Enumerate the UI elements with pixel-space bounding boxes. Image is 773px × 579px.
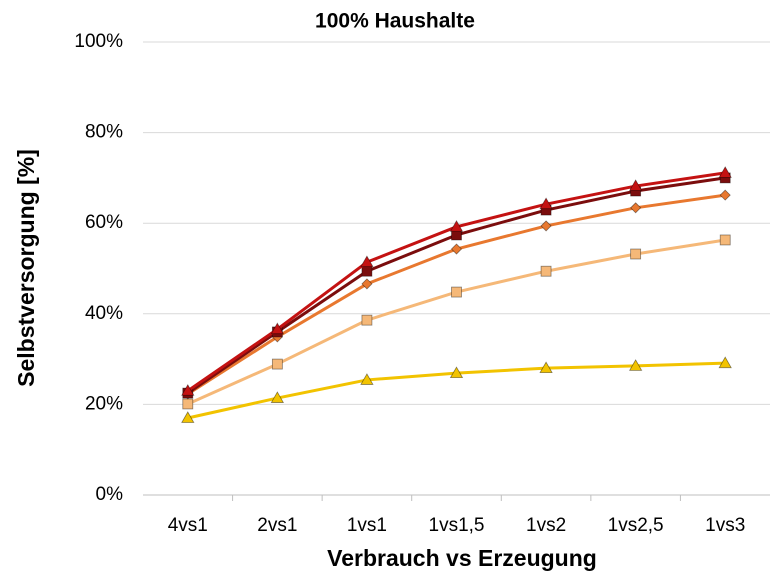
marker	[361, 314, 373, 326]
y-tick-label: 20%	[85, 393, 123, 414]
marker	[718, 356, 732, 369]
marker	[719, 234, 731, 246]
marker	[181, 384, 195, 396]
marker	[539, 197, 553, 210]
marker	[182, 398, 194, 410]
series-line	[186, 176, 726, 395]
y-axis-title: Selbstversorgung [%]	[13, 149, 39, 387]
marker	[719, 189, 731, 201]
marker	[630, 202, 642, 214]
marker	[539, 361, 553, 374]
x-tick-label: 1vs2	[526, 515, 566, 536]
marker	[449, 366, 464, 379]
marker	[449, 220, 464, 232]
x-tick-label: 1vs2,5	[608, 515, 664, 536]
marker	[630, 248, 642, 260]
y-tick-label: 0%	[96, 484, 124, 505]
x-tick-label: 4vs1	[168, 515, 208, 536]
x-tick-label: 1vs3	[705, 515, 745, 536]
marker	[271, 358, 283, 370]
marker	[360, 255, 374, 268]
x-axis-title: Verbrauch vs Erzeugung	[327, 545, 597, 571]
marker	[270, 391, 285, 403]
marker	[270, 322, 285, 335]
marker	[451, 286, 462, 298]
marker	[360, 373, 374, 385]
y-tick-label: 80%	[85, 122, 123, 143]
x-tick-label: 2vs1	[257, 515, 297, 536]
x-tick-label: 1vs1,5	[429, 515, 485, 536]
marker	[361, 278, 373, 290]
marker	[628, 179, 643, 191]
marker	[628, 359, 643, 371]
y-tick-label: 60%	[85, 212, 123, 233]
series-line	[187, 238, 726, 406]
chart-title: 100% Haushalte	[315, 10, 475, 33]
marker	[718, 166, 732, 178]
marker	[450, 243, 463, 255]
marker	[181, 411, 195, 423]
x-tick-label: 1vs1	[347, 515, 387, 536]
marker	[540, 265, 552, 277]
marker	[361, 265, 373, 277]
marker	[540, 220, 552, 232]
y-tick-label: 40%	[85, 303, 123, 324]
y-tick-label: 100%	[74, 31, 123, 52]
